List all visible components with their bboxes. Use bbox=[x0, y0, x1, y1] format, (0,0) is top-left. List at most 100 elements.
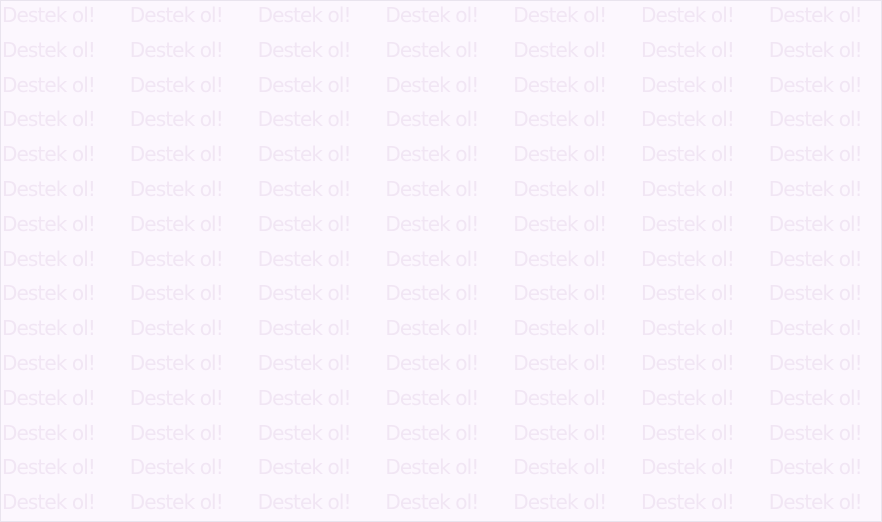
support-text-item: Destek ol! bbox=[2, 316, 96, 341]
support-text-item: Destek ol! bbox=[2, 37, 96, 62]
support-text-item: Destek ol! bbox=[513, 72, 607, 97]
support-text-item: Destek ol! bbox=[768, 142, 863, 167]
support-text-item: Destek ol! bbox=[2, 72, 96, 97]
support-text-item: Destek ol! bbox=[129, 142, 224, 167]
support-text-item: Destek ol! bbox=[640, 350, 735, 375]
support-text-item: Destek ol! bbox=[129, 281, 224, 306]
support-text-item: Destek ol! bbox=[129, 350, 224, 375]
support-text-item: Destek ol! bbox=[768, 420, 863, 445]
support-text-item: Destek ol! bbox=[768, 3, 863, 27]
support-text-item: Destek ol! bbox=[640, 176, 735, 201]
support-text-item: Destek ol! bbox=[2, 176, 96, 201]
support-text-item: Destek ol! bbox=[513, 455, 607, 480]
support-text-item: Destek ol! bbox=[385, 281, 479, 306]
support-text-item: Destek ol! bbox=[768, 176, 863, 201]
support-text-item: Destek ol! bbox=[257, 490, 352, 515]
support-text-item: Destek ol! bbox=[768, 211, 863, 236]
support-text-item: Destek ol! bbox=[385, 316, 479, 341]
support-text-item: Destek ol! bbox=[2, 142, 96, 167]
support-text-item: Destek ol! bbox=[257, 72, 352, 97]
support-text-item: Destek ol! bbox=[2, 490, 96, 515]
support-text-item: Destek ol! bbox=[640, 142, 735, 167]
support-text-item: Destek ol! bbox=[129, 316, 224, 341]
support-text-item: Destek ol! bbox=[640, 455, 735, 480]
support-text-item: Destek ol! bbox=[257, 211, 352, 236]
support-text-item: Destek ol! bbox=[2, 420, 96, 445]
support-text-item: Destek ol! bbox=[513, 281, 607, 306]
support-text-item: Destek ol! bbox=[129, 72, 224, 97]
support-text-item: Destek ol! bbox=[385, 142, 479, 167]
support-text-item: Destek ol! bbox=[640, 281, 735, 306]
support-text-item: Destek ol! bbox=[513, 490, 607, 515]
support-text-item: Destek ol! bbox=[257, 3, 352, 27]
support-text-item: Destek ol! bbox=[513, 3, 607, 27]
support-text-item: Destek ol! bbox=[385, 211, 479, 236]
support-text-item: Destek ol! bbox=[640, 211, 735, 236]
support-text-item: Destek ol! bbox=[640, 37, 735, 62]
support-text-item: Destek ol! bbox=[2, 455, 96, 480]
support-text-item: Destek ol! bbox=[768, 455, 863, 480]
support-text-item: Destek ol! bbox=[640, 246, 735, 271]
support-text-item: Destek ol! bbox=[513, 107, 607, 132]
support-text-item: Destek ol! bbox=[257, 142, 352, 167]
support-text-item: Destek ol! bbox=[129, 37, 224, 62]
support-text-item: Destek ol! bbox=[385, 385, 479, 410]
support-text-item: Destek ol! bbox=[385, 72, 479, 97]
support-text-item: Destek ol! bbox=[2, 107, 96, 132]
support-text-item: Destek ol! bbox=[385, 37, 479, 62]
support-text-item: Destek ol! bbox=[129, 455, 224, 480]
support-text-item: Destek ol! bbox=[129, 3, 224, 27]
support-text-item: Destek ol! bbox=[768, 37, 863, 62]
support-text-item: Destek ol! bbox=[385, 3, 479, 27]
support-text-item: Destek ol! bbox=[385, 107, 479, 132]
support-text-item: Destek ol! bbox=[2, 350, 96, 375]
support-text-item: Destek ol! bbox=[129, 385, 224, 410]
support-text-item: Destek ol! bbox=[2, 385, 96, 410]
support-text-item: Destek ol! bbox=[513, 142, 607, 167]
support-text-item: Destek ol! bbox=[257, 281, 352, 306]
support-text-item: Destek ol! bbox=[640, 107, 735, 132]
support-text-item: Destek ol! bbox=[129, 176, 224, 201]
support-text-item: Destek ol! bbox=[640, 316, 735, 341]
support-text-item: Destek ol! bbox=[257, 455, 352, 480]
support-text-item: Destek ol! bbox=[385, 176, 479, 201]
support-text-item: Destek ol! bbox=[513, 37, 607, 62]
support-text-item: Destek ol! bbox=[768, 490, 863, 515]
support-text-item: Destek ol! bbox=[513, 211, 607, 236]
support-text-item: Destek ol! bbox=[257, 316, 352, 341]
support-text-item: Destek ol! bbox=[385, 350, 479, 375]
support-text-item: Destek ol! bbox=[513, 350, 607, 375]
support-text-item: Destek ol! bbox=[385, 420, 479, 445]
support-text-item: Destek ol! bbox=[2, 3, 96, 27]
support-text-item: Destek ol! bbox=[257, 246, 352, 271]
support-text-item: Destek ol! bbox=[129, 246, 224, 271]
support-text-item: Destek ol! bbox=[640, 3, 735, 27]
support-text-item: Destek ol! bbox=[513, 420, 607, 445]
support-text-item: Destek ol! bbox=[385, 490, 479, 515]
support-text-item: Destek ol! bbox=[640, 385, 735, 410]
support-text-item: Destek ol! bbox=[768, 316, 863, 341]
support-text-item: Destek ol! bbox=[385, 455, 479, 480]
support-text-item: Destek ol! bbox=[129, 107, 224, 132]
support-text-item: Destek ol! bbox=[513, 246, 607, 271]
support-text-item: Destek ol! bbox=[513, 176, 607, 201]
support-text-item: Destek ol! bbox=[768, 107, 863, 132]
support-text-item: Destek ol! bbox=[257, 37, 352, 62]
support-text-item: Destek ol! bbox=[257, 420, 352, 445]
support-text-item: Destek ol! bbox=[2, 211, 96, 236]
support-text-item: Destek ol! bbox=[768, 350, 863, 375]
support-text-item: Destek ol! bbox=[640, 72, 735, 97]
support-text-item: Destek ol! bbox=[257, 350, 352, 375]
support-text-item: Destek ol! bbox=[257, 385, 352, 410]
support-text-item: Destek ol! bbox=[513, 385, 607, 410]
support-text-item: Destek ol! bbox=[2, 246, 96, 271]
support-text-item: Destek ol! bbox=[129, 420, 224, 445]
support-text-item: Destek ol! bbox=[640, 490, 735, 515]
support-text-item: Destek ol! bbox=[257, 176, 352, 201]
support-text-item: Destek ol! bbox=[257, 107, 352, 132]
support-text-item: Destek ol! bbox=[129, 490, 224, 515]
support-text-item: Destek ol! bbox=[385, 246, 479, 271]
support-text-item: Destek ol! bbox=[768, 385, 863, 410]
